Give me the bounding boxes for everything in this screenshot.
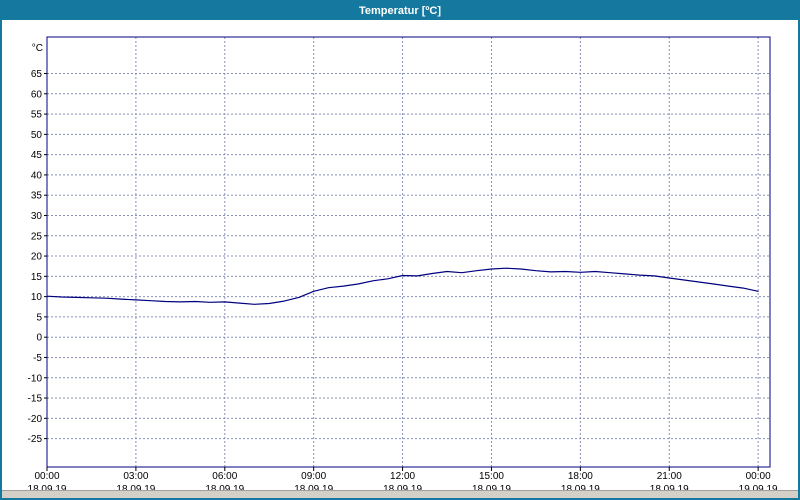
x-tick-time-label: 00:00 (746, 471, 771, 482)
x-tick-time-label: 06:00 (212, 471, 237, 482)
window-titlebar[interactable]: Temperatur [ºC] (2, 2, 798, 20)
y-tick-label: 15 (31, 272, 43, 283)
x-tick-time-label: 21:00 (657, 471, 682, 482)
x-tick-time-label: 12:00 (390, 471, 415, 482)
y-tick-label: 0 (36, 333, 42, 344)
y-tick-label: -15 (28, 394, 43, 405)
x-tick-time-label: 15:00 (479, 471, 504, 482)
y-tick-label: 5 (36, 312, 42, 323)
x-tick-date-label: 18.09.19 (472, 484, 511, 490)
y-tick-label: 50 (31, 130, 43, 141)
y-tick-label: 60 (31, 89, 43, 100)
x-tick-date-label: 19.09.19 (739, 484, 778, 490)
temperature-chart: °C65605550454035302520151050-5-10-15-20-… (28, 36, 778, 490)
y-tick-label: 30 (31, 211, 43, 222)
chart-area: °C 65 60 55 50 45 40 35 30 25 20 15 10 5 0 -5 -10 -15 -20-… (2, 20, 798, 490)
y-tick-label: -5 (33, 353, 42, 364)
y-tick-label: -20 (28, 414, 43, 425)
x-tick-date-label: 18.09.19 (294, 484, 333, 490)
y-tick-label: 35 (31, 191, 43, 202)
window-title: Temperatur [ºC] (358, 5, 442, 17)
y-tick-label: 25 (31, 231, 43, 242)
temperature-series-line (46, 267, 759, 305)
x-tick-date-label: 18.09.19 (650, 484, 689, 490)
x-tick-date-label: 18.09.19 (561, 484, 600, 490)
y-tick-label: 55 (31, 110, 43, 121)
y-axis-unit-label: °C (32, 43, 43, 54)
status-bar (2, 490, 798, 498)
x-tick-time-label: 18:00 (568, 471, 593, 482)
y-tick-label: 45 (31, 150, 43, 161)
x-tick-time-label: 00:00 (34, 471, 59, 482)
y-tick-label: -25 (28, 434, 43, 445)
y-tick-label: 40 (31, 170, 43, 181)
x-tick-time-label: 03:00 (123, 471, 148, 482)
y-tick-label: -10 (28, 373, 43, 384)
x-tick-date-label: 18.09.19 (205, 484, 244, 490)
y-tick-label: 10 (31, 292, 43, 303)
x-tick-date-label: 18.09.19 (28, 484, 67, 490)
y-tick-label: 20 (31, 252, 43, 263)
x-tick-date-label: 18.09.19 (383, 484, 422, 490)
y-tick-label: 65 (31, 69, 43, 80)
x-tick-date-label: 18.09.19 (116, 484, 155, 490)
x-tick-time-label: 09:00 (301, 471, 326, 482)
